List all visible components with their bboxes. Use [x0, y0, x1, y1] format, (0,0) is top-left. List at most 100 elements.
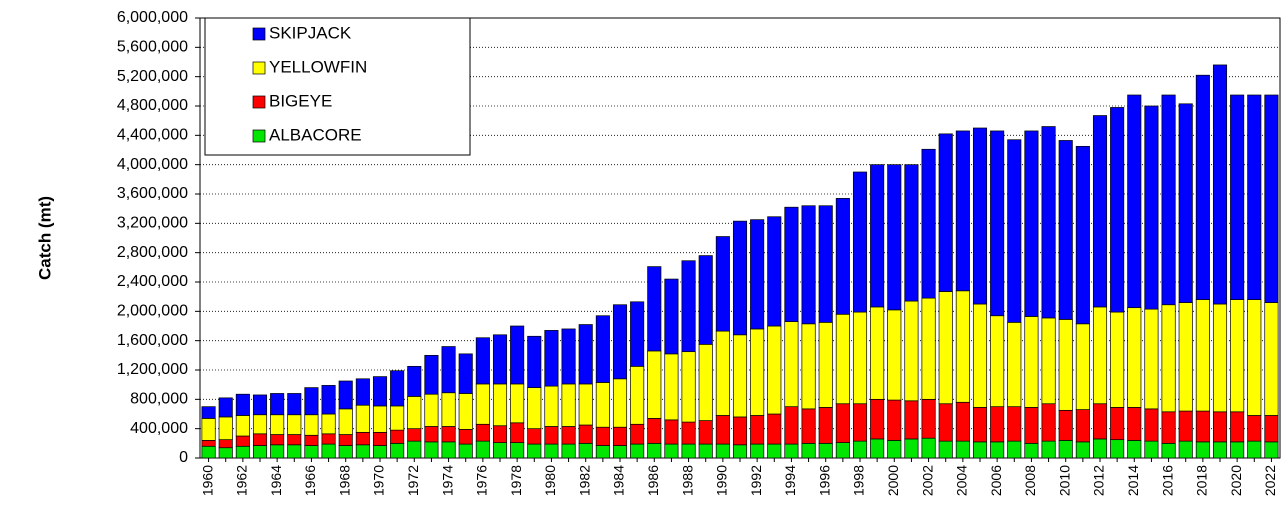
legend-label: SKIPJACK [269, 23, 352, 42]
bar-segment [664, 353, 679, 421]
bar-segment [1007, 321, 1022, 408]
bar-segment [904, 164, 919, 302]
bar-segment [732, 444, 748, 459]
bar-segment [1161, 411, 1176, 444]
y-tick-label: 2,400,000 [117, 273, 188, 290]
bar-segment [990, 441, 1005, 459]
bar-segment [938, 403, 953, 442]
bar-segment [595, 315, 610, 383]
bar-segment [1024, 442, 1039, 459]
bar-segment [1264, 94, 1279, 303]
legend-label: BIGEYE [269, 91, 332, 110]
bar-segment [458, 353, 473, 394]
bar-segment [972, 441, 988, 459]
x-tick-label: 1964 [268, 465, 284, 496]
bar-segment [475, 383, 490, 425]
bar-segment [390, 405, 405, 431]
bar-segment [492, 425, 508, 443]
x-tick-label: 1996 [816, 465, 832, 496]
bar-segment [750, 415, 765, 445]
x-tick-label: 1978 [508, 465, 524, 496]
bar-segment [1058, 319, 1073, 411]
bar-segment [595, 445, 610, 459]
bar-segment [287, 414, 302, 435]
bar-segment [767, 216, 782, 327]
bar-segment [1041, 126, 1056, 319]
x-tick-label: 2022 [1262, 465, 1278, 496]
bar-segment [1144, 105, 1159, 310]
y-tick-label: 800,000 [130, 391, 188, 408]
bar-segment [664, 443, 679, 459]
bar-segment [698, 343, 713, 421]
bar-segment [527, 443, 542, 459]
bar-segment [544, 426, 559, 445]
bar-segment [578, 383, 593, 426]
bar-segment [972, 127, 988, 305]
bar-segment [252, 433, 268, 446]
bar-segment [458, 429, 473, 445]
y-tick-label: 2,000,000 [117, 303, 188, 320]
x-tick-label: 2014 [1125, 465, 1141, 496]
bar-segment [561, 443, 576, 459]
bar-segment [1092, 438, 1108, 459]
bar-segment [287, 434, 302, 446]
bar-segment [492, 442, 508, 459]
bar-segment [870, 398, 885, 440]
bar-segment [715, 415, 730, 445]
bar-segment [595, 382, 610, 428]
bar-segment [270, 444, 285, 459]
bar-segment [475, 440, 490, 459]
bar-segment [921, 148, 936, 299]
bar-segment [492, 334, 508, 385]
bar-segment [1110, 439, 1125, 459]
bar-segment [750, 328, 765, 416]
bar-segment [1264, 302, 1279, 416]
bar-segment [732, 416, 748, 446]
bar-segment [1195, 299, 1210, 412]
bar-segment [647, 266, 662, 352]
bar-segment [372, 405, 388, 433]
x-tick-label: 1982 [576, 465, 592, 496]
bar-segment [578, 424, 593, 444]
x-tick-label: 1966 [302, 465, 318, 496]
bar-segment [510, 442, 525, 459]
bar-segment [630, 365, 645, 425]
bar-segment [338, 380, 353, 410]
bar-segment [390, 429, 405, 444]
bar-segment [252, 445, 268, 459]
bar-segment [921, 398, 936, 439]
bar-segment [938, 133, 953, 292]
bar-segment [1230, 94, 1245, 300]
bar-segment [287, 444, 302, 459]
bar-segment [1075, 441, 1090, 459]
bar-segment [664, 419, 679, 445]
bar-segment [1041, 440, 1056, 459]
bar-segment [784, 206, 799, 322]
bar-segment [510, 383, 525, 424]
legend-label: ALBACORE [269, 125, 362, 144]
bar-segment [1195, 74, 1210, 300]
bar-segment [235, 435, 250, 447]
bar-segment [475, 337, 490, 385]
bar-segment [801, 205, 816, 325]
bar-segment [852, 171, 868, 313]
y-tick-label: 400,000 [130, 420, 188, 437]
bar-segment [955, 401, 970, 442]
x-tick-label: 2000 [885, 465, 901, 496]
bar-segment [664, 278, 679, 355]
legend-swatch [252, 61, 266, 75]
bar-segment [544, 330, 559, 387]
bar-segment [1110, 407, 1125, 441]
bar-segment [818, 321, 833, 408]
bar-segment [270, 414, 285, 435]
bar-segment [424, 354, 439, 395]
x-tick-label: 1986 [645, 465, 661, 496]
bar-segment [767, 443, 782, 459]
bar-segment [1144, 408, 1159, 442]
bar-segment [801, 442, 816, 459]
bar-segment [578, 442, 593, 459]
bar-segment [835, 442, 850, 459]
bar-segment [407, 428, 422, 442]
bar-segment [321, 433, 336, 445]
